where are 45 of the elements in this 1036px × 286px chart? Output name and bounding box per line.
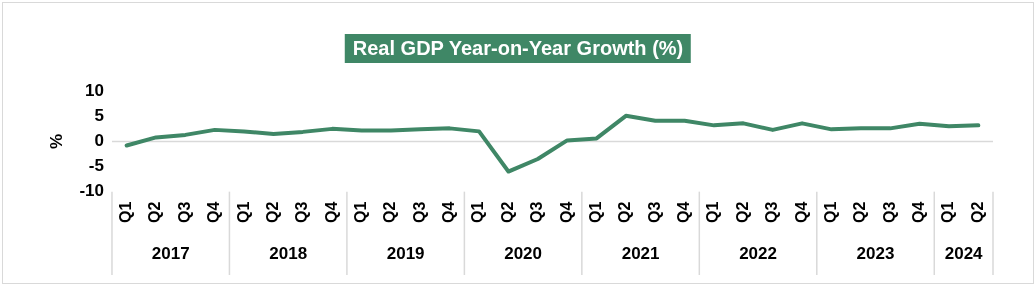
x-tick-label: Q3: [410, 201, 428, 223]
y-tick-label: -10: [79, 181, 104, 201]
y-tick-label: 5: [94, 106, 104, 125]
x-tick-label: Q2: [381, 201, 399, 223]
x-tick-label: Q4: [675, 201, 693, 223]
text: 2020: [504, 243, 543, 263]
y-axis-title: %: [46, 133, 66, 149]
x-tick-label: Q2: [733, 201, 751, 223]
text: 2017: [151, 243, 190, 263]
x-tick-label: Q2: [263, 201, 281, 223]
x-tick-label: Q1: [117, 201, 135, 223]
x-tick-label: Q2: [498, 201, 516, 223]
x-tick-label: Q4: [557, 201, 575, 223]
x-tick-label: Q1: [704, 201, 722, 223]
x-tick-label: Q4: [792, 201, 810, 223]
x-tick-label: Q1: [469, 201, 487, 223]
chart-title: Real GDP Year-on-Year Growth (%): [344, 34, 692, 63]
x-tick-label: Q4: [205, 201, 223, 223]
x-tick-label: Q2: [968, 201, 986, 223]
x-tick-label: Q3: [175, 201, 193, 223]
text: 2022: [739, 243, 777, 263]
y-tick-label: 0: [94, 131, 104, 151]
text: 2019: [386, 243, 425, 263]
x-tick-label: Q3: [528, 201, 546, 223]
x-tick-label: Q1: [352, 201, 369, 223]
x-tick-label: Q4: [322, 201, 340, 223]
x-tick-label: Q1: [586, 201, 604, 223]
x-tick-label: Q1: [234, 201, 252, 223]
x-tick-label: Q4: [440, 201, 458, 223]
x-tick-label: Q3: [763, 201, 781, 223]
text: 2023: [856, 243, 895, 263]
x-tick-label: Q2: [146, 201, 164, 223]
text: 2021: [621, 243, 660, 263]
x-tick-label: Q4: [909, 201, 927, 223]
x-tick-label: Q2: [616, 201, 634, 223]
x-tick-label: Q3: [645, 201, 663, 223]
x-tick-label: Q2: [851, 201, 869, 223]
x-tick-label: Q3: [293, 201, 311, 223]
x-tick-label: Q1: [939, 201, 957, 223]
text: 2024: [944, 243, 984, 263]
x-tick-label: Q1: [821, 201, 839, 223]
x-tick-label: Q3: [880, 201, 898, 223]
y-tick-label: 10: [85, 80, 104, 100]
y-tick-label: -5: [88, 156, 104, 176]
text: 2018: [269, 243, 308, 263]
